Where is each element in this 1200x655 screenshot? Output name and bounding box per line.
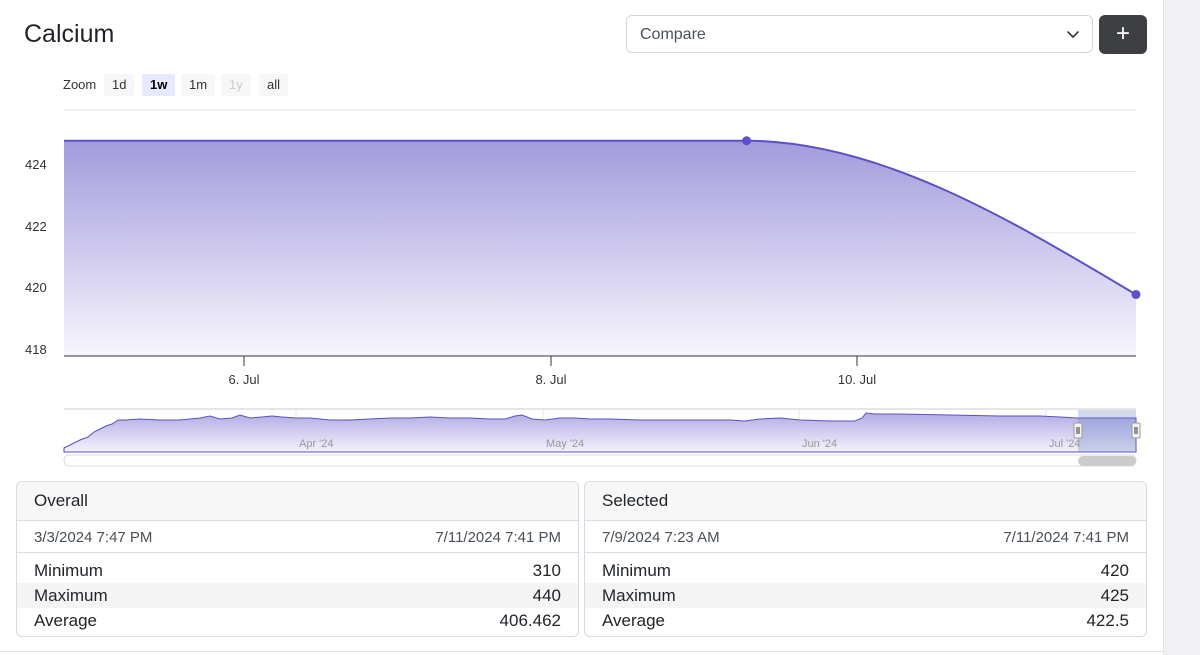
navigator-handle-left: [1073, 422, 1083, 439]
selected-range: 7/9/2024 7:23 AM 7/11/2024 7:41 PM: [585, 521, 1146, 553]
selected-end: 7/11/2024 7:41 PM: [1003, 529, 1129, 546]
x-tick-label: 6. Jul: [228, 372, 259, 387]
compare-select-value: Compare: [640, 26, 706, 43]
x-tick-label: 10. Jul: [838, 372, 876, 387]
zoom-1d-button[interactable]: 1d: [104, 74, 135, 96]
stat-row-maximum: Maximum 425: [585, 583, 1146, 608]
y-tick-label: 418: [25, 342, 47, 357]
scrollbar-thumb: [1078, 456, 1136, 466]
navigator-label: Jun '24: [802, 438, 837, 450]
navigator-label: May '24: [546, 438, 584, 450]
overall-end: 7/11/2024 7:41 PM: [435, 529, 561, 546]
stat-label: Minimum: [34, 561, 103, 580]
x-tick-label: 8. Jul: [535, 372, 566, 387]
stat-value: 310: [532, 561, 561, 580]
y-tick-label: 420: [25, 280, 47, 295]
calcium-chart: 424 422 420 418 6. Jul 8. Jul 10. Jul Ap…: [25, 109, 1141, 467]
page-title: Calcium: [24, 20, 115, 48]
navigator-handle-right: [1131, 422, 1141, 439]
navigator-series: [63, 412, 1137, 453]
bottom-divider: [0, 651, 1163, 652]
stat-value: 425: [1100, 586, 1129, 605]
navigator-label: Apr '24: [299, 438, 334, 450]
zoom-1y-button[interactable]: 1y: [221, 74, 251, 96]
series-area: [64, 140, 1136, 356]
overall-title: Overall: [17, 482, 578, 521]
chevron-down-icon: [1067, 31, 1079, 38]
stat-label: Maximum: [34, 586, 108, 605]
stat-row-average: Average 406.462: [17, 608, 578, 633]
selected-start: 7/9/2024 7:23 AM: [602, 529, 720, 546]
y-tick-label: 424: [25, 157, 47, 172]
stat-value: 420: [1100, 561, 1129, 580]
stat-value: 406.462: [499, 611, 561, 630]
stat-label: Maximum: [602, 586, 676, 605]
stat-label: Average: [34, 611, 98, 630]
add-compare-button[interactable]: +: [1099, 15, 1147, 54]
series-line: [64, 139, 1137, 296]
stat-row-maximum: Maximum 440: [17, 583, 578, 608]
stat-value: 422.5: [1086, 611, 1129, 630]
stat-value: 440: [532, 586, 561, 605]
zoom-label: Zoom: [63, 77, 97, 92]
zoom-all-button[interactable]: all: [259, 74, 289, 96]
compare-select[interactable]: Compare: [626, 15, 1093, 53]
scrollbar-track: [63, 454, 1137, 467]
stat-label: Minimum: [602, 561, 671, 580]
stat-label: Average: [602, 611, 666, 630]
stat-row-minimum: Minimum 310: [17, 558, 578, 583]
selected-panel: Selected 7/9/2024 7:23 AM 7/11/2024 7:41…: [584, 481, 1147, 637]
overall-start: 3/3/2024 7:47 PM: [34, 529, 153, 546]
navigator-label: Jul '24: [1049, 438, 1080, 450]
stat-row-average: Average 422.5: [585, 608, 1146, 633]
overall-range: 3/3/2024 7:47 PM 7/11/2024 7:41 PM: [17, 521, 578, 553]
stat-row-minimum: Minimum 420: [585, 558, 1146, 583]
right-sidebar-edge: [1163, 0, 1200, 655]
data-point[interactable]: [1131, 290, 1141, 299]
y-tick-label: 422: [25, 219, 47, 234]
navigator: Apr '24 May '24 Jun '24 Jul '24: [63, 408, 1141, 467]
navigator-selected-window: [1078, 410, 1136, 452]
overall-panel: Overall 3/3/2024 7:47 PM 7/11/2024 7:41 …: [16, 481, 579, 637]
zoom-1w-button[interactable]: 1w: [142, 74, 176, 96]
zoom-1m-button[interactable]: 1m: [181, 74, 216, 96]
selected-title: Selected: [585, 482, 1146, 521]
data-point[interactable]: [742, 136, 752, 146]
